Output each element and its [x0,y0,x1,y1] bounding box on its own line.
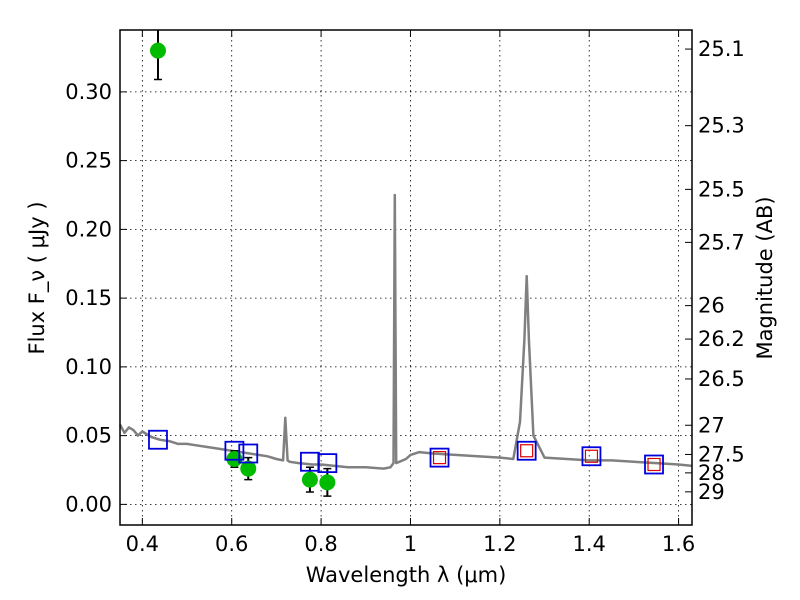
y-tick-label: 0.25 [65,149,112,173]
x-axis-label: Wavelength λ (μm) [306,563,507,587]
observed-flux-marker [240,460,257,477]
x-tick-label: 1.2 [483,532,516,556]
grid-layer [120,30,692,525]
model-photometry-marker [429,447,450,468]
spectrum-line [118,193,693,470]
tick-layer: 0.4 0.6 0.8 1 1.2 1.4 1.6 0.00 0.05 0.10 0.15 0.20 0… [65,30,745,556]
mag-tick-label: 26.2 [698,327,745,351]
y-tick-label: 0.15 [65,286,112,310]
y-tick-label: 0.05 [65,424,112,448]
observed-flux-marker [301,471,318,488]
mag-tick-label: 29 [698,480,725,504]
marker-layer [148,30,664,497]
mag-tick-label: 25.7 [698,230,745,254]
y-tick-label: 0.20 [65,217,112,241]
model-photometry-ir-marker [647,457,661,472]
y-axis-right-label: Magnitude (AB) [753,196,777,359]
y-tick-label: 0.30 [65,80,112,104]
model-photometry-ir-marker [432,451,447,465]
y-tick-label: 0.00 [65,492,112,516]
spectrum-layer [118,193,693,470]
model-photometry-marker [581,446,602,467]
model-photometry-ir-marker [520,444,534,458]
x-tick-label: 0.8 [304,532,337,556]
x-tick-label: 0.6 [215,532,248,556]
x-tick-label: 1 [404,532,417,556]
mag-tick-label: 26.5 [698,367,745,391]
x-tick-label: 1.4 [573,532,606,556]
y-axis-label: Flux F_ν ( μJy ) [25,201,50,354]
model-photometry-marker [317,453,338,474]
observed-flux-marker [319,474,336,491]
x-tick-label: 1.6 [662,532,695,556]
plot-frame [119,29,693,526]
mag-tick-label: 28 [698,461,725,485]
model-photometry-marker [644,454,664,475]
model-photometry-ir-marker [584,449,599,463]
y-tick-label: 0.10 [65,355,112,379]
mag-tick-label: 25.3 [698,114,745,138]
model-photometry-marker [238,443,259,464]
model-photometry-marker [148,429,168,450]
model-photometry-marker [224,440,245,461]
x-tick-label: 0.4 [126,532,159,556]
mag-tick-label: 25.5 [698,177,745,201]
mag-tick-label: 25.1 [698,37,745,61]
mag-tick-label: 27 [698,413,725,437]
observed-flux-marker [149,42,166,59]
mag-tick-label: 26 [698,294,725,318]
model-photometry-marker [516,440,537,461]
mag-tick-label: 27.5 [698,442,745,466]
